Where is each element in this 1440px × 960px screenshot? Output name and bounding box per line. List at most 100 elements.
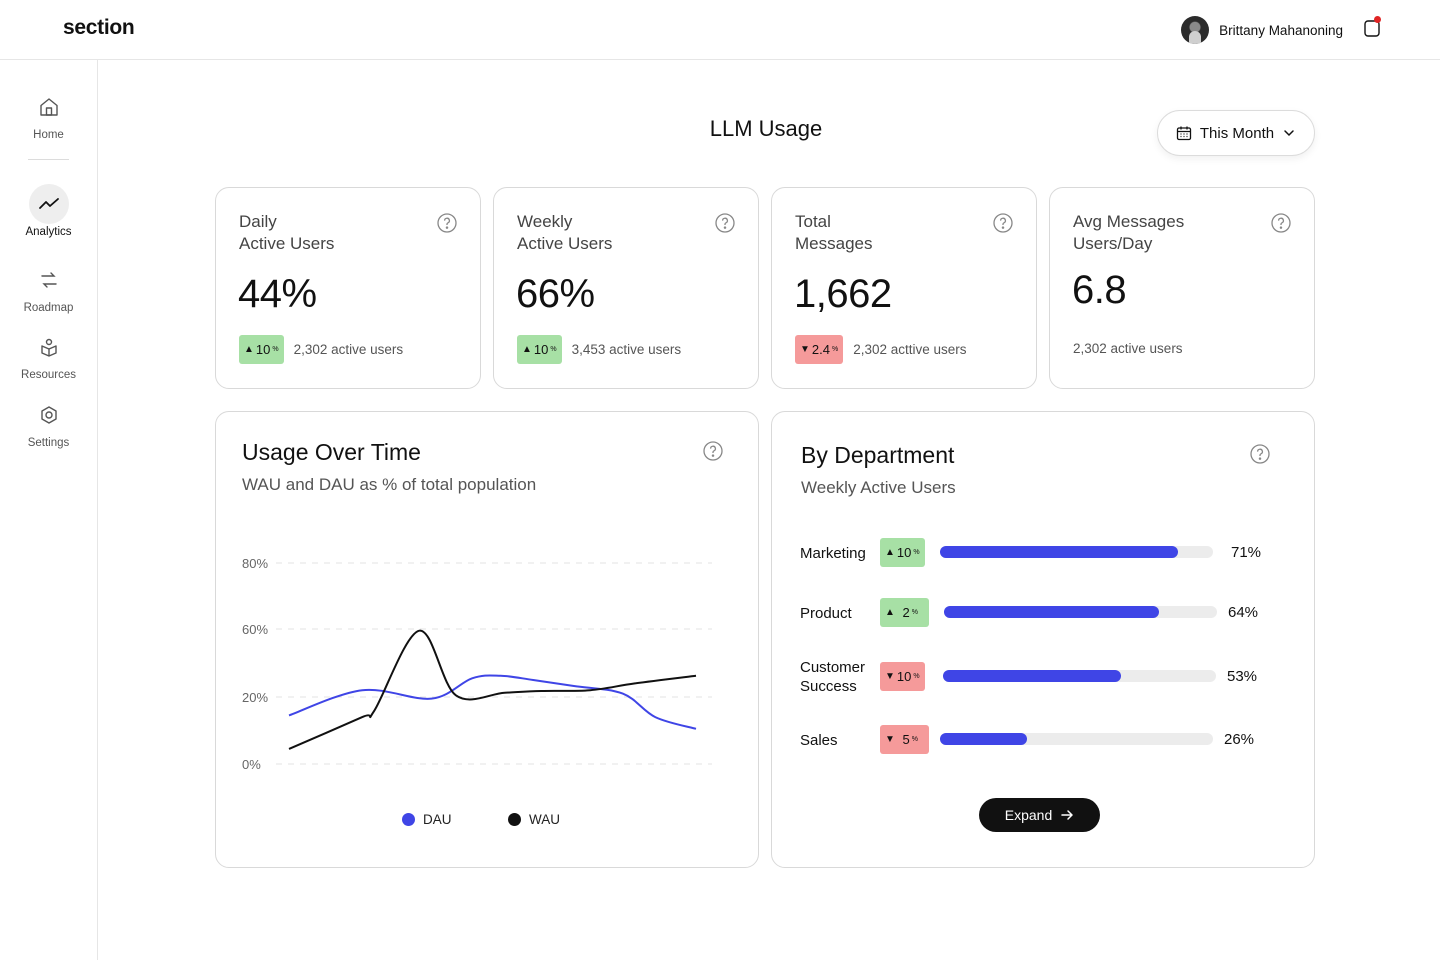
avatar[interactable] <box>1181 16 1210 44</box>
delta-unit: % <box>911 609 918 616</box>
delta-unit: % <box>272 346 279 353</box>
stat-value: 6.8 <box>1072 268 1127 312</box>
legend-dot <box>508 813 521 826</box>
department-name: Marketing <box>800 545 866 562</box>
department-row-product: Product ▲ 2% 64% <box>800 598 1270 638</box>
delta-value: 10 <box>533 342 549 357</box>
legend-item-dau[interactable]: DAU <box>402 812 452 827</box>
legend-label: DAU <box>423 812 452 827</box>
by-department-card <box>771 411 1315 868</box>
delta-badge: ▼ 10% <box>880 662 925 691</box>
sidebar-item-roadmap[interactable]: Roadmap <box>0 260 97 314</box>
triangle-down-icon: ▼ <box>885 671 895 682</box>
stat-footer: 2,302 active users <box>1073 341 1183 356</box>
progress-fill <box>940 733 1028 745</box>
stat-card-avg-messages: Avg Messages Users/Day 6.8 2,302 active u… <box>1049 187 1315 389</box>
stat-label-line: Users/Day <box>1073 234 1153 253</box>
triangle-up-icon: ▲ <box>885 607 895 618</box>
department-row-customer-success: Customer Success ▼ 10% 53% <box>800 659 1270 702</box>
brand-logo[interactable]: section <box>63 16 135 39</box>
stat-card-dau: Daily Active Users 44% ▲ 10% 2,302 active … <box>215 187 481 389</box>
help-icon[interactable] <box>703 441 723 461</box>
stat-value: 1,662 <box>794 272 892 316</box>
triangle-up-icon: ▲ <box>885 547 895 558</box>
delta-unit: % <box>911 736 918 743</box>
resources-icon <box>29 327 69 367</box>
delta-value: 10 <box>255 342 271 357</box>
page-title: LLM Usage <box>709 116 823 141</box>
sidebar-item-label: Home <box>33 129 64 141</box>
period-label: This Month <box>1199 124 1275 142</box>
help-icon[interactable] <box>437 213 457 233</box>
chevron-down-icon <box>1284 130 1294 137</box>
stat-value: 44% <box>238 272 317 316</box>
triangle-up-icon: ▲ <box>244 344 254 355</box>
delta-badge: ▲ 10% <box>239 335 284 364</box>
usage-subtitle: WAU and DAU as % of total population <box>242 475 537 494</box>
usage-title: Usage Over Time <box>242 439 421 465</box>
stat-label: Total Messages <box>795 211 985 255</box>
period-dropdown[interactable]: This Month <box>1157 110 1315 156</box>
department-row-marketing: Marketing ▲ 10% 71% <box>800 538 1270 578</box>
triangle-down-icon: ▼ <box>885 734 895 745</box>
delta-value: 5 <box>902 732 910 747</box>
delta-unit: % <box>913 549 920 556</box>
delta-badge: ▼ 5% <box>880 725 929 754</box>
stat-value: 66% <box>516 272 595 316</box>
sidebar-item-label: Analytics <box>25 226 72 238</box>
department-percent: 53% <box>1227 668 1258 685</box>
notification-button[interactable] <box>1362 16 1382 38</box>
stat-label-line: Daily <box>239 212 277 231</box>
progress-track <box>943 670 1216 682</box>
stat-label-line: Active Users <box>239 234 335 253</box>
stat-footnote: 2,302 active users <box>293 342 404 357</box>
sidebar: Home Analytics Roadmap Resources Setting… <box>0 60 98 960</box>
legend-item-wau[interactable]: WAU <box>508 812 560 827</box>
stat-card-messages: Total Messages 1,662 ▼ 2.4% 2,302 acttive … <box>771 187 1037 389</box>
help-icon[interactable] <box>993 213 1013 233</box>
user-menu[interactable]: Brittany Mahanoning <box>1181 15 1343 45</box>
arrow-right-icon <box>1061 810 1073 820</box>
sidebar-item-label: Settings <box>27 437 70 449</box>
help-icon[interactable] <box>1250 444 1270 464</box>
bell-icon <box>1364 20 1380 37</box>
stat-footnote: 2,302 active users <box>1073 341 1183 356</box>
delta-unit: % <box>831 346 839 353</box>
stat-footer: ▲ 10% 2,302 active users <box>239 335 403 364</box>
legend-dot <box>402 813 415 826</box>
stat-footer: ▲ 10% 3,453 active users <box>517 335 681 364</box>
stat-footnote: 2,302 acttive users <box>853 342 967 357</box>
user-name: Brittany Mahanoning <box>1219 22 1343 38</box>
progress-track <box>940 546 1213 558</box>
department-percent: 26% <box>1224 731 1255 748</box>
department-title: By Department <box>801 442 955 468</box>
stat-label: Avg Messages Users/Day <box>1073 211 1263 255</box>
sidebar-item-resources[interactable]: Resources <box>0 327 97 381</box>
delta-unit: % <box>550 346 557 353</box>
expand-label: Expand <box>1004 807 1053 823</box>
stat-label-line: Weekly <box>517 212 573 231</box>
trend-icon <box>28 184 69 224</box>
sidebar-item-analytics[interactable]: Analytics <box>0 184 97 238</box>
sidebar-item-home[interactable]: Home <box>0 87 97 141</box>
sidebar-item-settings[interactable]: Settings <box>0 395 97 449</box>
stat-label: Weekly Active Users <box>517 211 707 255</box>
sidebar-divider <box>28 159 69 160</box>
progress-track <box>944 606 1217 618</box>
department-row-sales: Sales ▼ 5% 26% <box>800 725 1270 765</box>
department-name: Product <box>800 605 852 622</box>
expand-button[interactable]: Expand <box>979 798 1100 832</box>
delta-badge: ▲ 2% <box>880 598 929 627</box>
progress-fill <box>940 546 1179 558</box>
help-icon[interactable] <box>715 213 735 233</box>
legend-label: WAU <box>529 812 560 827</box>
home-icon <box>29 87 69 127</box>
settings-icon <box>29 395 69 435</box>
delta-badge: ▼ 2.4% <box>795 335 844 364</box>
delta-unit: % <box>913 673 920 680</box>
stat-footer: ▼ 2.4% 2,302 acttive users <box>795 335 967 364</box>
department-percent: 64% <box>1228 604 1259 621</box>
triangle-up-icon: ▲ <box>522 344 532 355</box>
sidebar-item-label: Resources <box>21 369 76 381</box>
help-icon[interactable] <box>1271 213 1291 233</box>
